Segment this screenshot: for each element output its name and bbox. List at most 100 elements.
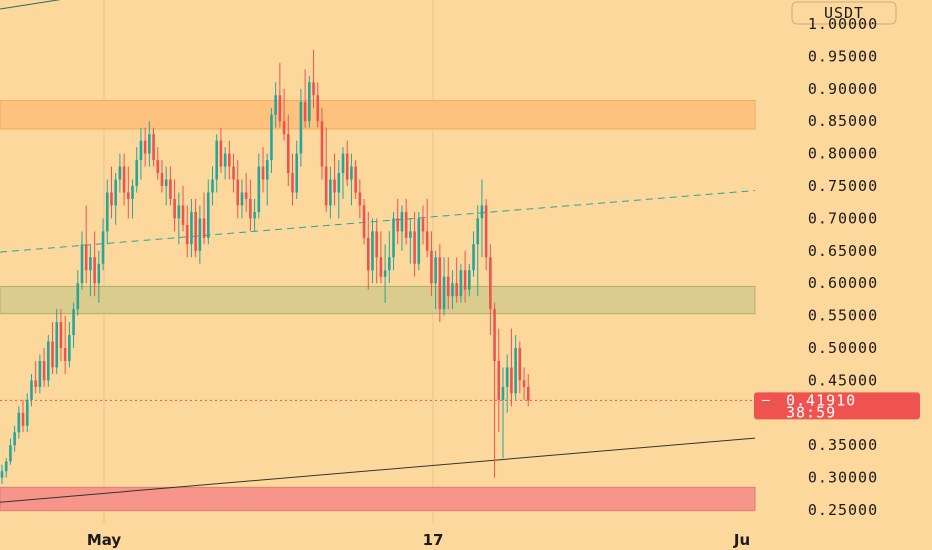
- candle-body: [362, 205, 366, 238]
- candle-body: [42, 360, 46, 381]
- price-axis-panel[interactable]: [757, 0, 932, 524]
- candle-body: [299, 101, 303, 154]
- candle-body: [379, 257, 383, 277]
- dashed-trendline[interactable]: [0, 190, 756, 253]
- currency-badge[interactable]: [791, 1, 897, 25]
- candle-body: [118, 166, 122, 180]
- candle-body: [278, 95, 282, 122]
- candle-body: [265, 160, 269, 180]
- price-tick-label: 0.45000: [808, 371, 878, 389]
- price-tick-label: 0.25000: [808, 501, 878, 519]
- candle-body: [228, 153, 231, 167]
- candle-body: [501, 386, 505, 400]
- candle-body: [34, 380, 37, 387]
- candle-body: [206, 192, 210, 238]
- price-tick-label: 0.30000: [808, 469, 878, 487]
- demand-zone[interactable]: [0, 486, 756, 512]
- time-label-jun: Ju: [733, 531, 750, 549]
- candle-body: [404, 211, 408, 238]
- candle-body: [236, 179, 240, 206]
- candle-body: [329, 179, 332, 206]
- candle-body: [114, 179, 117, 206]
- last-price-tag-bg: [754, 392, 920, 420]
- candle-body: [459, 270, 463, 297]
- candle-body: [489, 257, 492, 310]
- candle-body: [388, 257, 391, 271]
- candle-body: [68, 335, 71, 361]
- candle-body: [30, 380, 33, 400]
- price-tick-label: 1.00000: [808, 15, 878, 33]
- candle-body: [219, 140, 223, 167]
- candle-body: [270, 114, 273, 161]
- candle-body: [324, 166, 328, 206]
- candle-body: [63, 348, 67, 361]
- time-axis-panel[interactable]: [0, 524, 932, 550]
- candle-body: [526, 386, 530, 401]
- price-tick-label: 0.65000: [808, 242, 878, 260]
- candle-body: [291, 173, 294, 193]
- candle-body: [354, 166, 357, 193]
- resistance-zone[interactable]: [0, 99, 756, 130]
- price-tick-label: 0.80000: [808, 145, 878, 163]
- candle-body: [89, 257, 92, 271]
- candle-body: [518, 348, 522, 381]
- candle-body: [249, 198, 252, 219]
- candle-body: [80, 244, 84, 284]
- price-tick-label: 0.90000: [808, 80, 878, 98]
- candle-body: [312, 82, 315, 96]
- candle-body: [131, 186, 134, 199]
- candle-body: [72, 309, 75, 336]
- candle-body: [148, 134, 151, 154]
- candle-body: [160, 173, 164, 186]
- candle-body: [261, 166, 265, 180]
- candle-body: [472, 244, 475, 271]
- support-trendline[interactable]: [0, 437, 756, 503]
- candle-body: [253, 211, 256, 219]
- candle-body: [110, 192, 113, 206]
- candle-body: [522, 380, 526, 387]
- price-tick-label: 0.85000: [808, 112, 878, 130]
- price-tick-label: 0.60000: [808, 274, 878, 292]
- candle-body: [468, 270, 471, 290]
- candle-body: [122, 166, 126, 193]
- price-tick-label: 0.75000: [808, 177, 878, 195]
- candle-body: [400, 211, 404, 232]
- candle-body: [0, 471, 4, 478]
- candle-body: [55, 322, 59, 368]
- candle-body: [93, 257, 96, 284]
- candle-body: [47, 341, 50, 381]
- candle-body: [383, 270, 387, 277]
- price-tick-label: 0.70000: [808, 209, 878, 227]
- candle-body: [417, 218, 421, 264]
- candle-body: [185, 224, 189, 245]
- candle-body: [152, 134, 155, 161]
- price-tick-label: 0.55000: [808, 307, 878, 325]
- candle-body: [223, 153, 227, 167]
- currency-label: USDT: [824, 4, 864, 22]
- candle-body: [9, 445, 12, 462]
- candle-body: [274, 95, 277, 115]
- candle-body: [446, 276, 450, 297]
- candle-body: [316, 95, 320, 122]
- candle-body: [505, 367, 509, 387]
- candle-body: [337, 173, 341, 193]
- candle-body: [282, 121, 286, 135]
- candle-body: [371, 231, 374, 271]
- candle-body: [455, 283, 458, 297]
- candle-body: [51, 341, 54, 368]
- time-label-17: 17: [423, 531, 444, 549]
- candle-body: [425, 231, 429, 251]
- support-zone[interactable]: [0, 285, 756, 315]
- candle-body: [493, 309, 496, 361]
- candle-body: [333, 179, 336, 193]
- candle-body: [396, 218, 400, 232]
- candle-body: [497, 360, 501, 400]
- candle-body: [345, 153, 349, 180]
- candle-body: [295, 153, 298, 193]
- candle-body: [484, 205, 488, 258]
- candle-body: [375, 231, 378, 258]
- price-tick-label: 0.95000: [808, 47, 878, 65]
- candle-body: [194, 211, 197, 251]
- candle-body: [25, 399, 29, 426]
